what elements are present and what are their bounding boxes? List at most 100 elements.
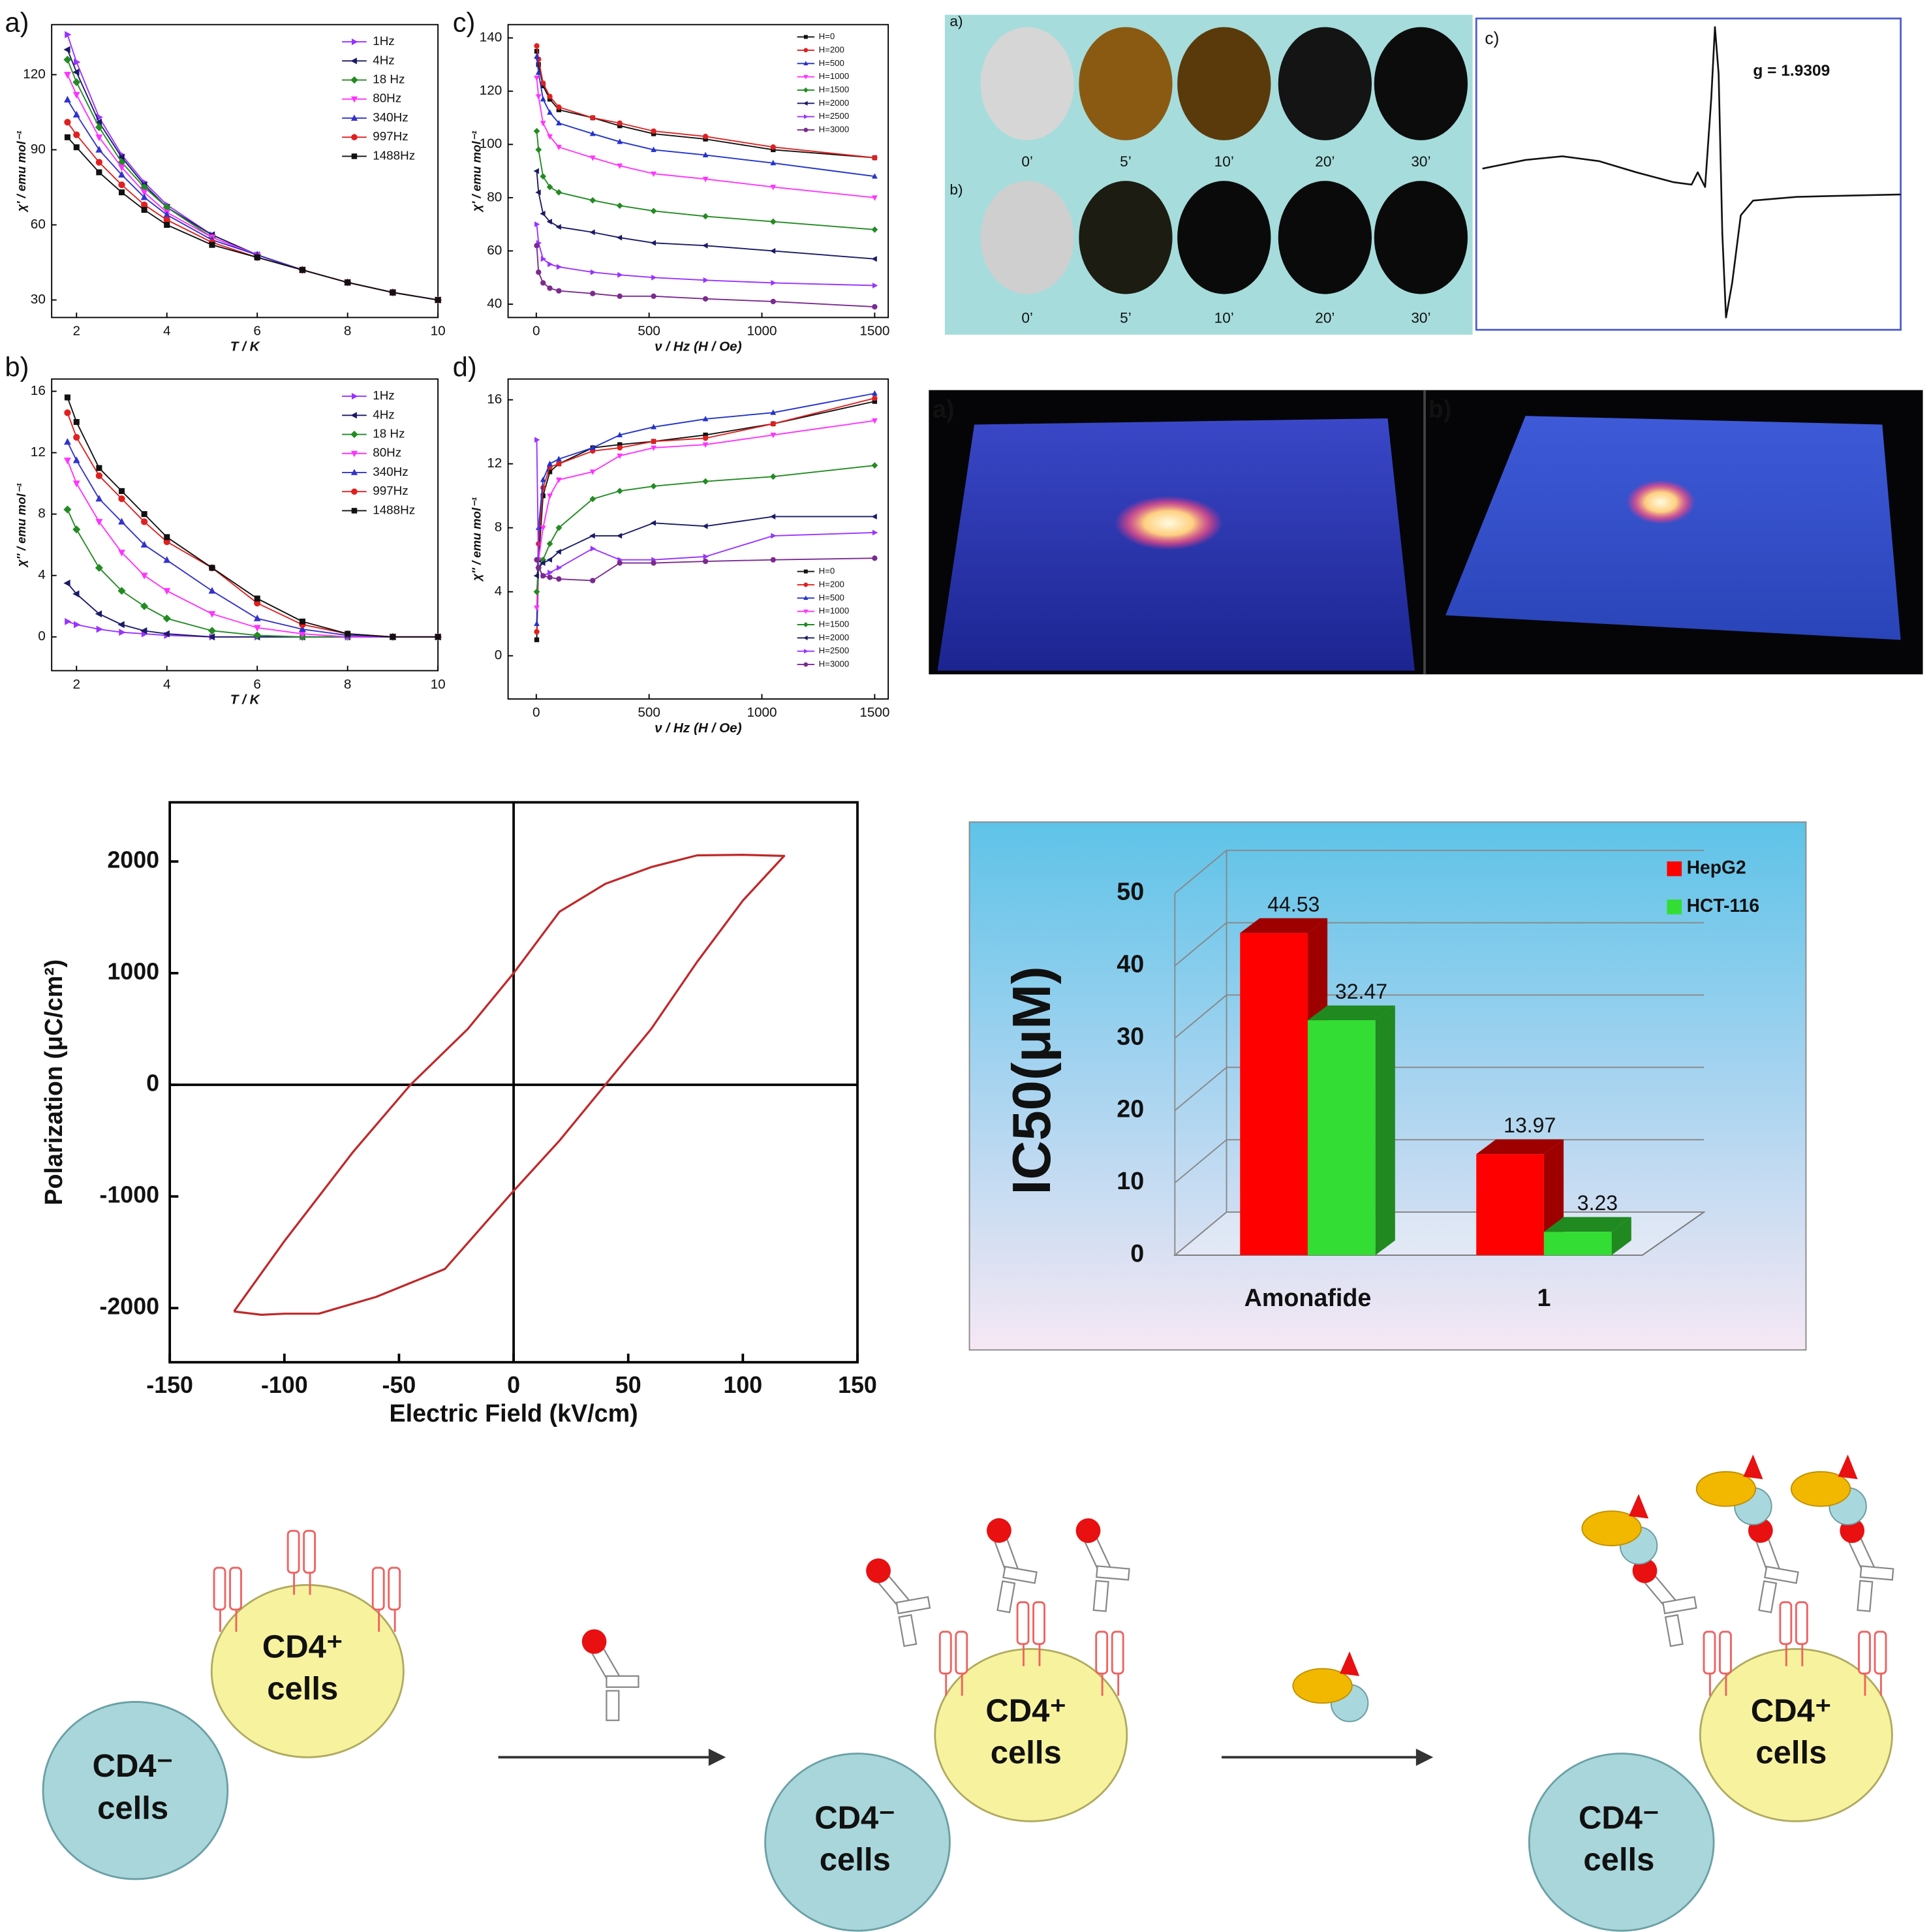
y-axis-label: IC50(μM)	[1001, 966, 1062, 1194]
marker	[871, 514, 877, 520]
antibody-stem	[898, 1613, 918, 1647]
sample-photo	[980, 181, 1074, 294]
emission-spot	[1114, 495, 1223, 550]
marker	[651, 274, 657, 281]
marker	[547, 493, 553, 499]
legend-label: H=3000	[819, 125, 850, 134]
marker	[556, 288, 562, 294]
marker	[703, 277, 709, 283]
marker	[770, 557, 776, 563]
marker	[164, 534, 170, 540]
marker	[771, 533, 777, 539]
marker	[96, 465, 102, 471]
legend-label: H=3000	[819, 659, 850, 669]
x-tick-label: 100	[723, 1372, 762, 1398]
marker	[299, 618, 305, 625]
marker	[590, 115, 596, 121]
sample-photo	[1278, 27, 1372, 140]
cd4-positive-cell	[210, 1583, 405, 1758]
marker	[72, 590, 80, 598]
marker	[141, 206, 147, 213]
y-tick-label: 100	[480, 136, 502, 151]
x-tick-label: 1500	[859, 705, 889, 720]
marker	[299, 631, 306, 638]
legend-label: 18 Hz	[373, 72, 405, 86]
marker	[650, 520, 656, 526]
marker	[534, 75, 540, 82]
cell-label: CD4⁻	[93, 1749, 174, 1784]
marker	[140, 193, 148, 200]
marker	[616, 488, 623, 495]
x-tick-label: -50	[382, 1372, 416, 1398]
bar-side	[1375, 1005, 1395, 1256]
antibody	[1748, 1518, 1799, 1613]
cell-label: cells	[97, 1790, 168, 1826]
x-tick-label: 8	[344, 677, 352, 692]
marker	[118, 518, 125, 525]
arrow-head	[708, 1749, 726, 1766]
marker	[546, 557, 552, 563]
marker	[64, 409, 71, 416]
receptor	[303, 1529, 316, 1574]
marker	[770, 298, 776, 305]
x-axis-label: ν / Hz (H / Oe)	[655, 339, 742, 354]
tag	[1743, 1454, 1763, 1480]
marker	[535, 189, 541, 196]
marker	[617, 163, 623, 169]
x-tick-label: -150	[146, 1372, 193, 1398]
marker	[162, 630, 170, 638]
marker	[351, 134, 358, 141]
marker	[590, 290, 596, 296]
series-line	[233, 854, 786, 1316]
marker	[590, 546, 596, 552]
label-bead	[987, 1518, 1011, 1543]
marker	[547, 574, 553, 580]
marker	[556, 264, 563, 270]
row-label: a)	[949, 13, 963, 29]
y-tick-label: 40	[487, 296, 502, 311]
y-axis-label: χ'' / emu mol⁻¹	[14, 483, 28, 568]
y-tick-label: 16	[31, 383, 46, 398]
antibody-arm	[1764, 1565, 1799, 1584]
sample-photo	[1374, 27, 1468, 140]
cell-label: cells	[1755, 1735, 1827, 1770]
marker	[770, 409, 777, 415]
x-tick-label: 50	[615, 1372, 641, 1398]
receptor	[286, 1529, 300, 1574]
marker	[871, 173, 878, 179]
y-tick-label: 30	[31, 292, 46, 307]
marker	[64, 394, 70, 401]
marker	[872, 283, 878, 288]
x-axis-label: T / K	[230, 693, 261, 708]
marker	[350, 430, 358, 439]
marker	[351, 508, 358, 514]
receptor	[1795, 1601, 1808, 1645]
marker	[96, 625, 103, 633]
conjugate	[1790, 1471, 1851, 1507]
marker	[616, 202, 623, 209]
marker	[617, 431, 623, 437]
marker	[540, 280, 546, 286]
marker	[72, 110, 80, 117]
legend-label: 1Hz	[373, 388, 395, 402]
marker	[534, 637, 540, 642]
marker	[140, 572, 148, 580]
marker	[72, 456, 80, 463]
marker	[770, 185, 777, 191]
cell-label: CD4⁺	[1751, 1693, 1832, 1728]
marker	[535, 94, 542, 100]
series-line	[67, 136, 439, 301]
marker	[589, 229, 595, 236]
marker	[435, 297, 441, 304]
cell-label: CD4⁺	[985, 1693, 1066, 1728]
receptor	[229, 1566, 242, 1611]
marker	[118, 181, 125, 189]
marker	[770, 159, 777, 166]
marker	[770, 144, 776, 150]
legend-label: 1488Hz	[373, 148, 415, 162]
x-tick-label: Amonafide	[1244, 1284, 1372, 1311]
marker	[140, 540, 148, 548]
marker	[616, 234, 623, 241]
marker	[117, 621, 125, 629]
legend-label: H=1500	[819, 84, 850, 94]
